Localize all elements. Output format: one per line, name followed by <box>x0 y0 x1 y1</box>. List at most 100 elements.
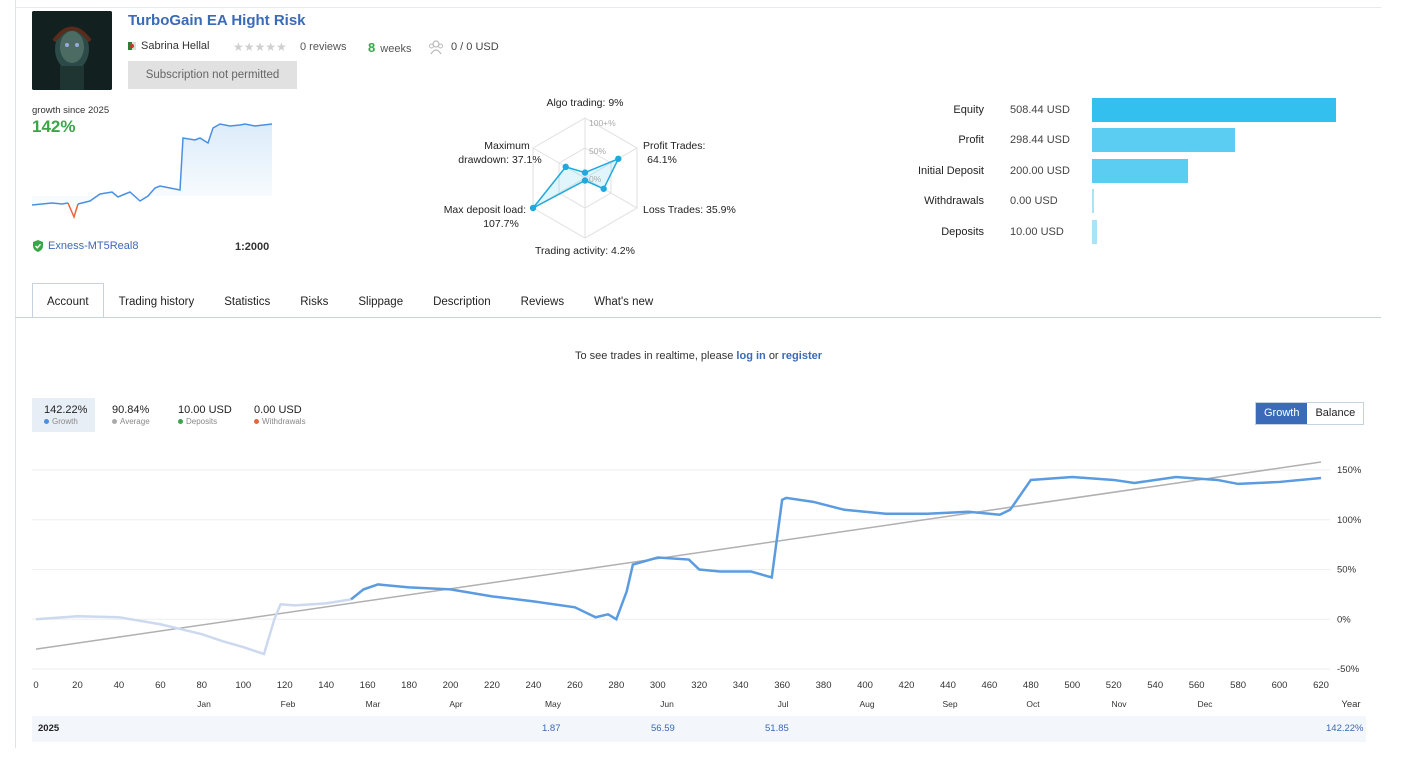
tab-slippage[interactable]: Slippage <box>358 296 404 308</box>
radar-label-4-line2: 107.7% <box>483 218 519 230</box>
legend-growth[interactable]: 142.22% Growth <box>32 398 96 432</box>
stat-value-2: 200.00 USD <box>1010 165 1070 177</box>
reviews-count[interactable]: 0 reviews <box>300 41 347 53</box>
legend-average[interactable]: 90.84% Average <box>100 398 158 432</box>
subscription-button[interactable]: Subscription not permitted <box>128 61 297 89</box>
growth-line-pre-signal <box>35 598 352 656</box>
month-label: Sep <box>942 699 957 709</box>
growth-since-label: growth since 2025 <box>32 105 110 116</box>
tab-statistics[interactable]: Statistics <box>224 296 271 308</box>
leverage: 1:2000 <box>235 241 270 253</box>
stat-bar-2 <box>1092 159 1188 183</box>
legend-label-text: Withdrawals <box>262 417 306 426</box>
tab-account[interactable]: Account <box>32 283 104 318</box>
jun-growth: 56.59 <box>651 723 675 734</box>
stat-bar-3 <box>1092 189 1094 213</box>
x-tick-label: 520 <box>1106 680 1122 691</box>
register-link[interactable]: register <box>781 350 823 362</box>
notice-text: To see trades in realtime, please <box>574 350 734 362</box>
weeks-label: weeks <box>380 43 412 55</box>
stat-bar-4 <box>1092 220 1097 244</box>
radar-point-1 <box>615 155 622 162</box>
year-total-growth: 142.22% <box>1326 723 1364 734</box>
weeks-value: 8 <box>368 40 376 55</box>
month-label: May <box>545 699 562 709</box>
month-label: Dec <box>1197 699 1213 709</box>
legend-label-text: Deposits <box>186 417 218 426</box>
rating-stars-icon: ★★★★★ <box>233 40 287 54</box>
x-tick-label: 400 <box>857 680 873 691</box>
legend-withdrawals[interactable]: 0.00 USD Withdrawals <box>242 398 314 432</box>
x-tick-label: 120 <box>277 680 293 691</box>
radar-scale-label: 100+% <box>589 118 616 128</box>
radar-label-4: Max deposit load: <box>444 204 526 216</box>
growth-mini-chart <box>31 123 273 220</box>
growth-toggle-button[interactable]: Growth <box>1256 403 1308 424</box>
legend-dot-icon <box>44 419 49 424</box>
x-tick-label: 220 <box>484 680 500 691</box>
balance-toggle-button[interactable]: Balance <box>1315 407 1356 419</box>
risk-radar-chart: 100+% 50% 0% Algo trading: 9% Profit Trades:… <box>444 97 736 257</box>
x-tick-label: 340 <box>733 680 749 691</box>
legend-label: Deposits <box>178 417 232 426</box>
legend-value: 90.84% <box>112 404 150 416</box>
tab-description[interactable]: Description <box>433 296 491 308</box>
year-label: 2025 <box>38 723 60 734</box>
author-avatar[interactable] <box>32 11 112 90</box>
x-tick-label: 480 <box>1023 680 1039 691</box>
notice-or: or <box>768 350 779 362</box>
stat-label-0: Equity <box>953 104 984 116</box>
radar-point-5 <box>562 163 569 171</box>
radar-label-1: Profit Trades: <box>643 140 705 152</box>
growth-value: 142% <box>32 117 76 136</box>
radar-spoke <box>532 147 586 179</box>
tab-trading-history[interactable]: Trading history <box>118 296 195 308</box>
x-tick-label: 460 <box>981 680 997 691</box>
may-growth: 1.87 <box>542 723 561 734</box>
legend-dot-icon <box>254 419 259 424</box>
growth-chart: 150% 100% 50% 0% -50% 0 20 40 60 80 100 120 140 160 18… <box>32 461 1362 710</box>
x-tick-label: 200 <box>443 680 459 691</box>
year-axis-label: Year <box>1341 699 1360 710</box>
chart-mode-toggle: Growth Balance <box>1255 402 1365 425</box>
x-tick-label: 420 <box>899 680 915 691</box>
month-label: Jan <box>197 699 211 709</box>
x-tick-label: 60 <box>155 680 166 691</box>
author-info: Sabrina Hellal <box>128 40 209 52</box>
x-tick-label: 500 <box>1064 680 1080 691</box>
x-tick-label: 280 <box>608 680 624 691</box>
tab-risks[interactable]: Risks <box>300 296 329 308</box>
stat-bar-0 <box>1092 98 1336 122</box>
country-flag-icon <box>128 42 136 50</box>
x-tick-label: 380 <box>816 680 832 691</box>
x-tick-label: 440 <box>940 680 956 691</box>
tab-divider <box>15 317 1381 318</box>
x-tick-label: 600 <box>1272 680 1288 691</box>
author-name[interactable]: Sabrina Hellal <box>141 40 210 52</box>
top-border <box>15 7 1381 8</box>
stat-bar-1 <box>1092 128 1236 152</box>
signal-title[interactable]: TurboGain EA Hight Risk <box>128 12 306 29</box>
legend-deposits[interactable]: 10.00 USD Deposits <box>166 398 240 432</box>
radar-label-2: Loss Trades: 35.9% <box>643 204 736 216</box>
broker-server[interactable]: Exness-MT5Real8 <box>32 240 138 252</box>
tab-reviews[interactable]: Reviews <box>520 296 565 308</box>
legend-value: 142.22% <box>44 404 88 416</box>
radar-area <box>532 157 620 209</box>
tab-what-s-new[interactable]: What's new <box>594 296 654 308</box>
tab-bar: Account Trading history Statistics Risks Sli… <box>32 283 668 318</box>
jul-growth: 51.85 <box>765 723 789 734</box>
broker-name: Exness-MT5Real8 <box>48 240 139 252</box>
radar-label-5-line2: drawdown: 37.1% <box>458 154 541 166</box>
x-tick-label: 300 <box>650 680 666 691</box>
radar-scale-label: 0% <box>589 174 602 184</box>
login-link[interactable]: log in <box>736 350 766 362</box>
radar-spoke <box>584 177 638 209</box>
y-tick-label: 150% <box>1337 465 1362 476</box>
x-tick-label: 0 <box>33 680 38 691</box>
legend-label: Withdrawals <box>254 417 306 426</box>
month-label: Jun <box>660 699 674 709</box>
signal-age: 8 weeks <box>368 40 411 55</box>
average-trend-line <box>35 461 1322 650</box>
radar-label-3: Trading activity: 4.2% <box>535 245 635 257</box>
